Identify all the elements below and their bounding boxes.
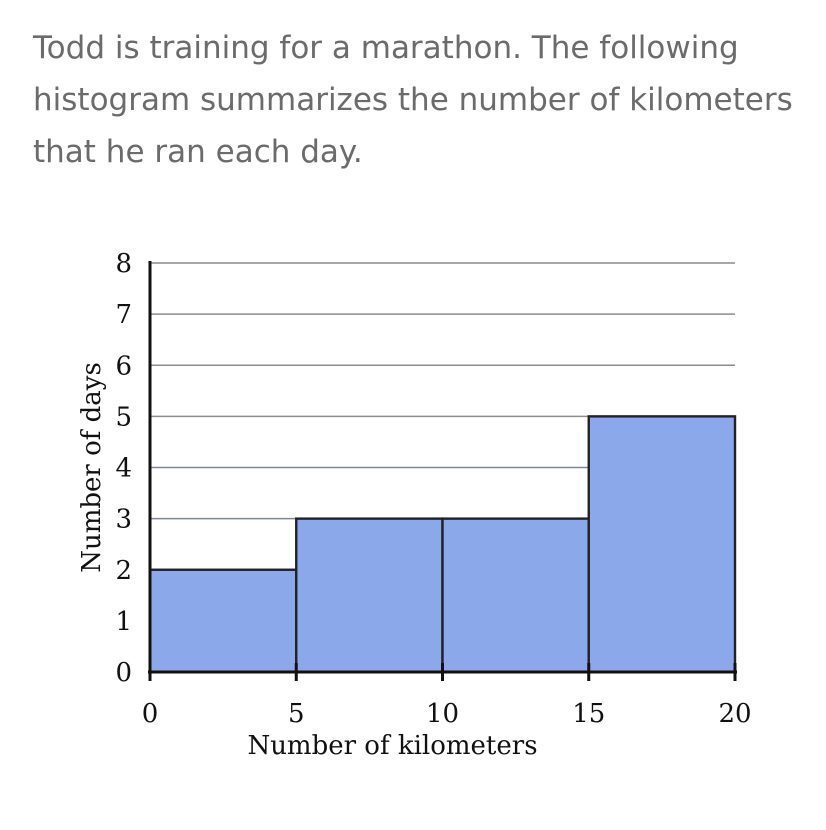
x-tick-label-0: 0 — [142, 699, 159, 729]
y-tick-label-5: 5 — [115, 402, 132, 432]
y-tick-label-2: 2 — [115, 556, 132, 586]
y-tick-label-7: 7 — [115, 300, 132, 330]
histogram-bar-2 — [295, 517, 444, 674]
y-axis-title: Number of days — [77, 362, 107, 573]
axes — [148, 261, 737, 681]
x-tick-label-5: 5 — [288, 699, 305, 729]
question-text: Todd is training for a marathon. The fol… — [33, 30, 793, 170]
histogram-bar-4 — [587, 415, 737, 674]
y-tick-label-3: 3 — [115, 505, 132, 535]
y-tick-label-0: 0 — [115, 658, 132, 688]
y-tick-label-4: 4 — [115, 454, 132, 484]
x-tick-label-15: 15 — [572, 699, 605, 729]
histogram-bars — [148, 415, 737, 674]
histogram-bar-3 — [441, 517, 590, 674]
tick-labels: 0 5 10 15 20 0 1 2 3 4 5 6 7 8 — [115, 249, 751, 729]
y-tick-label-8: 8 — [115, 249, 132, 279]
x-tick-label-10: 10 — [426, 699, 459, 729]
x-axis-title: Number of kilometers — [247, 731, 537, 761]
histogram-bar-1 — [148, 568, 298, 674]
y-tick-label-1: 1 — [115, 607, 132, 637]
x-tick-label-20: 20 — [718, 699, 751, 729]
y-tick-label-6: 6 — [115, 351, 132, 381]
